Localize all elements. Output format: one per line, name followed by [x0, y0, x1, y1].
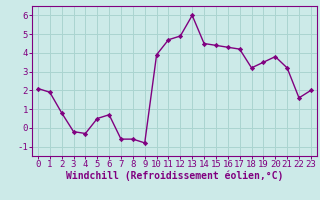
- X-axis label: Windchill (Refroidissement éolien,°C): Windchill (Refroidissement éolien,°C): [66, 171, 283, 181]
